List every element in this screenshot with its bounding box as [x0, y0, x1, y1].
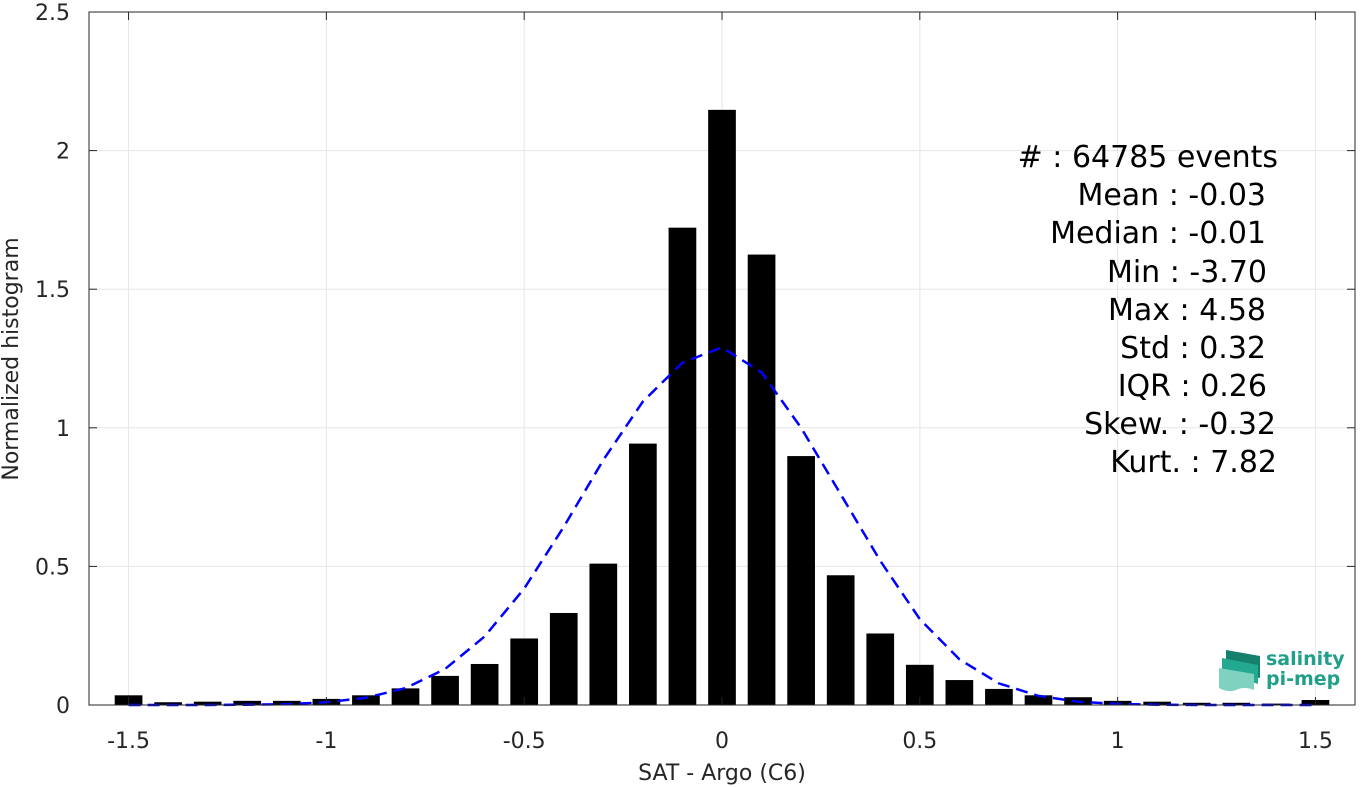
histogram-bar	[589, 563, 618, 705]
salinity-pi-mep-logo: salinity pi-mep	[1218, 648, 1348, 694]
x-tick-label: -1.5	[107, 729, 150, 754]
y-tick-label: 2	[56, 140, 70, 165]
x-tick-label: -0.5	[503, 729, 546, 754]
statistics-annotation: # : 64785 events Mean : -0.03 Median : -…	[1018, 140, 1278, 480]
histogram-bar	[866, 633, 895, 705]
histogram-bar	[668, 227, 697, 705]
stat-median: Median : -0.01	[1050, 216, 1266, 251]
logo-line-pi-mep: pi-mep	[1266, 668, 1341, 690]
histogram-bar	[1143, 701, 1172, 705]
x-tick-label: 1	[1111, 729, 1125, 754]
histogram-bar	[708, 109, 736, 705]
x-tick-label: 1.5	[1298, 729, 1333, 754]
stat-max: Max : 4.58	[1108, 293, 1266, 328]
stat-min: Min : -3.70	[1107, 255, 1267, 290]
stat-std: Std : 0.32	[1120, 331, 1266, 366]
histogram-bar	[352, 695, 380, 705]
y-tick-label: 0	[56, 694, 70, 719]
histogram-bar	[510, 638, 539, 705]
logo-line-salinity: salinity	[1266, 648, 1345, 670]
stat-skew: Skew. : -0.32	[1084, 407, 1276, 442]
stat-mean: Mean : -0.03	[1077, 178, 1266, 213]
y-axis-label: Normalized histogram	[0, 237, 24, 480]
histogram-bar	[154, 702, 182, 705]
histogram-bar	[272, 700, 301, 705]
histogram-bar	[945, 680, 974, 705]
histogram-bar	[826, 575, 855, 705]
stat-events: # : 64785 events	[1018, 140, 1278, 175]
y-tick-label: 0.5	[35, 555, 70, 580]
histogram-bar	[193, 701, 222, 705]
histogram-bar	[431, 675, 459, 705]
histogram-bar	[985, 688, 1013, 705]
x-tick-label: -1	[315, 729, 337, 754]
x-axis-ticks: -1.5 -1 -0.5 0 0.5 1 1.5	[107, 12, 1333, 754]
histogram-bar	[391, 688, 420, 705]
histogram-bar	[629, 443, 657, 705]
histogram-bar	[787, 456, 815, 705]
y-tick-label: 2.5	[35, 1, 70, 26]
histogram-bars	[114, 109, 1330, 706]
histogram-bar	[549, 612, 578, 705]
histogram-bar	[470, 663, 499, 705]
x-tick-label: 0.5	[902, 729, 937, 754]
histogram-bar	[1262, 703, 1290, 705]
x-axis-label: SAT - Argo (C6)	[638, 761, 806, 786]
y-tick-label: 1.5	[35, 278, 70, 303]
stat-iqr: IQR : 0.26	[1118, 369, 1267, 404]
histogram-bar	[747, 254, 776, 706]
stat-kurt: Kurt. : 7.82	[1110, 445, 1277, 480]
y-tick-label: 1	[56, 417, 70, 442]
logo-waves-icon	[1219, 650, 1260, 692]
histogram-bar	[1222, 702, 1251, 705]
histogram-bar	[233, 700, 262, 705]
y-axis-ticks: 0 0.5 1 1.5 2 2.5	[35, 1, 1355, 719]
x-tick-label: 0	[715, 729, 729, 754]
histogram-bar	[1024, 695, 1053, 705]
